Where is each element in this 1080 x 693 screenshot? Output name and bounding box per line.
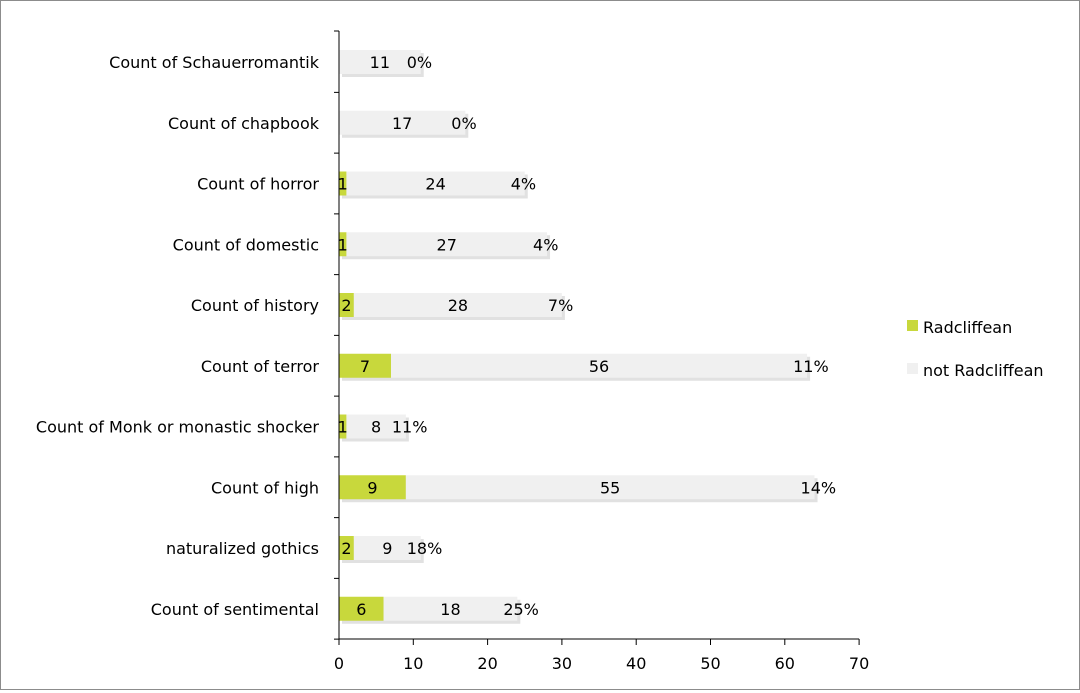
x-tick-label: 50: [700, 654, 720, 673]
bar-radcliffean: [339, 293, 354, 317]
category-label: Count of terror: [201, 357, 320, 376]
legend-label-not-radcliffean: not Radcliffean: [923, 361, 1044, 380]
data-label-radcliffean: 1: [338, 235, 348, 254]
x-tick-label: 30: [552, 654, 572, 673]
data-label-percent: 11%: [793, 357, 829, 376]
data-label-percent: 25%: [503, 600, 539, 619]
bar-not-radcliffean: [391, 353, 808, 378]
data-label-percent: 0%: [407, 53, 432, 72]
category-label: Count of high: [211, 478, 319, 497]
x-tick-label: 0: [334, 654, 344, 673]
data-label-radcliffean: 1: [338, 418, 348, 437]
bar-not-radcliffean: [346, 171, 525, 196]
bar-radcliffean: [339, 536, 354, 560]
category-label: Count of sentimental: [151, 600, 319, 619]
legend: Radcliffean not Radcliffean: [907, 318, 1044, 380]
data-label-percent: 4%: [511, 175, 536, 194]
data-label-radcliffean: 6: [356, 600, 366, 619]
data-label-percent: 18%: [407, 539, 443, 558]
x-tick-label: 40: [626, 654, 646, 673]
x-tick-label: 20: [477, 654, 497, 673]
category-label: Count of horror: [197, 175, 319, 194]
data-label-not-radcliffean: 24: [425, 175, 445, 194]
bar-not-radcliffean: [383, 596, 518, 621]
bar-not-radcliffean: [405, 475, 815, 500]
data-label-not-radcliffean: 8: [371, 418, 381, 437]
bar-radcliffean: [339, 475, 406, 500]
data-label-radcliffean: 7: [360, 357, 370, 376]
data-label-not-radcliffean: 56: [589, 357, 609, 376]
category-label: Count of Monk or monastic shocker: [36, 418, 320, 437]
bar-not-radcliffean: [339, 110, 466, 135]
data-label-not-radcliffean: 28: [448, 296, 468, 315]
category-label: Count of history: [191, 296, 319, 315]
data-label-percent: 11%: [392, 418, 428, 437]
bar-not-radcliffean: [353, 536, 421, 560]
bar-not-radcliffean: [346, 232, 548, 257]
x-tick-label: 60: [775, 654, 795, 673]
legend-label-radcliffean: Radcliffean: [923, 318, 1012, 337]
data-label-radcliffean: 9: [367, 478, 377, 497]
bar-radcliffean: [339, 171, 347, 196]
bar-not-radcliffean: [353, 293, 562, 317]
category-label: Count of Schauerromantik: [109, 53, 320, 72]
data-label-radcliffean: 2: [341, 296, 351, 315]
x-tick-label: 10: [403, 654, 423, 673]
legend-swatch-radcliffean: [907, 320, 918, 331]
data-label-percent: 4%: [533, 235, 558, 254]
data-label-not-radcliffean: 55: [600, 478, 620, 497]
data-label-not-radcliffean: 27: [437, 235, 457, 254]
data-label-radcliffean: 1: [338, 175, 348, 194]
axis-layer: Count of Schauerromantik Count of chapboo…: [36, 30, 869, 673]
category-label: naturalized gothics: [166, 539, 319, 558]
bars-layer: 11 0%17 0%1 24 4%1 27 4%2 28 7%7 56 11%1 8 11%9 55 14%…: [338, 50, 836, 624]
bar-not-radcliffean: [339, 50, 421, 74]
category-label: Count of chapbook: [168, 114, 320, 133]
data-label-not-radcliffean: 18: [440, 600, 460, 619]
data-label-radcliffean: 2: [341, 539, 351, 558]
data-label-not-radcliffean: 11: [370, 53, 390, 72]
bar-radcliffean: [339, 232, 347, 257]
legend-swatch-not-radcliffean: [907, 363, 918, 374]
bar-radcliffean: [339, 414, 347, 439]
data-label-percent: 0%: [451, 114, 476, 133]
data-label-not-radcliffean: 17: [392, 114, 412, 133]
bar-radcliffean: [339, 596, 384, 621]
bar-radcliffean: [339, 353, 392, 378]
x-tick-label: 70: [849, 654, 869, 673]
data-label-percent: 14%: [801, 478, 837, 497]
bar-not-radcliffean: [346, 414, 406, 439]
data-label-not-radcliffean: 9: [382, 539, 392, 558]
data-label-percent: 7%: [548, 296, 573, 315]
category-label: Count of domestic: [173, 235, 319, 254]
